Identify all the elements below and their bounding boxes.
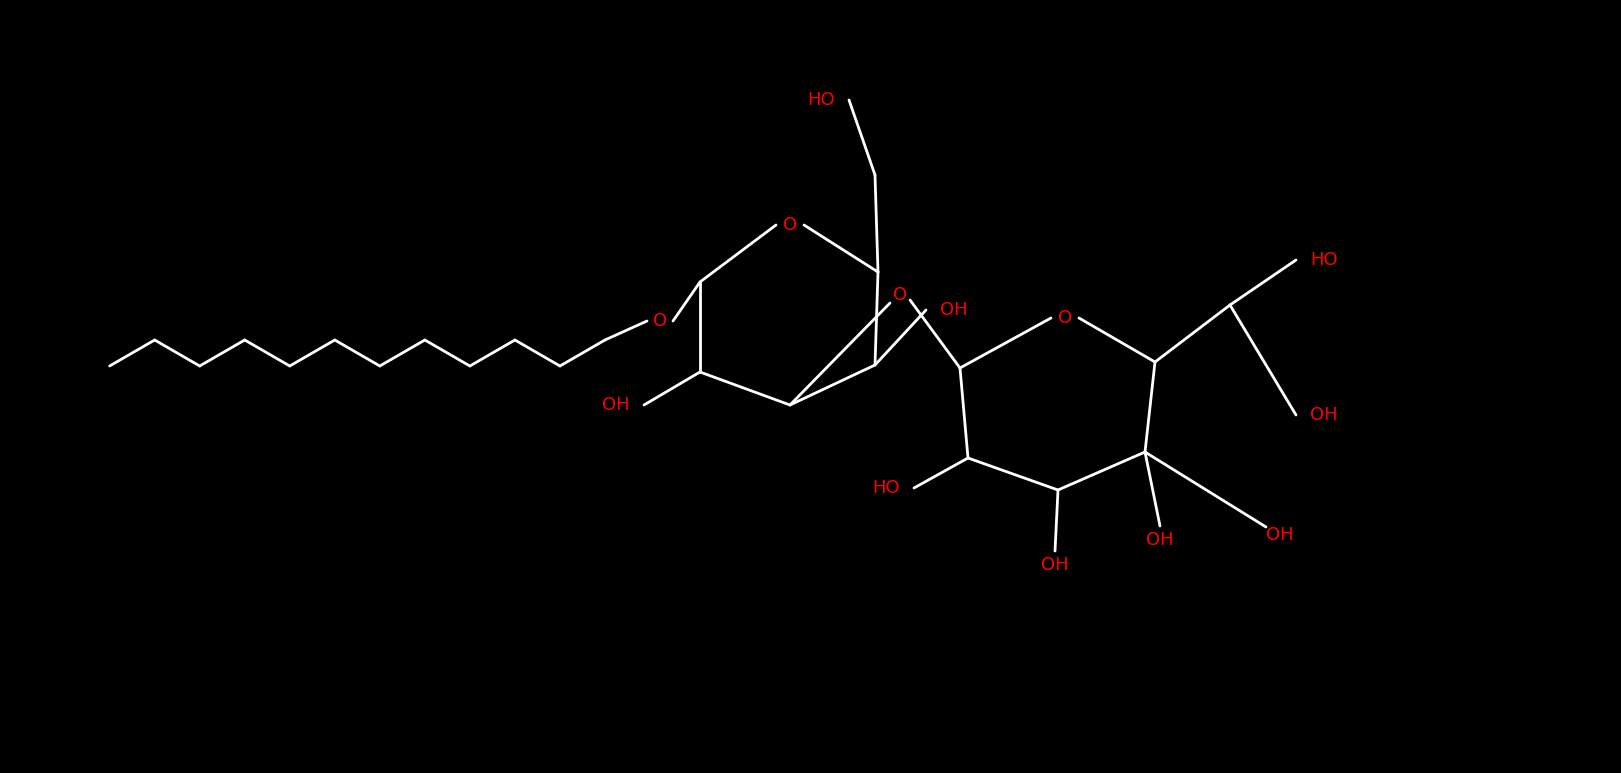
Text: OH: OH [1146, 531, 1174, 549]
Text: OH: OH [940, 301, 968, 319]
Text: O: O [1059, 309, 1071, 327]
Text: OH: OH [1041, 556, 1068, 574]
Text: OH: OH [603, 396, 631, 414]
Text: OH: OH [1310, 406, 1337, 424]
Text: O: O [783, 216, 798, 234]
Text: HO: HO [872, 479, 900, 497]
Text: O: O [893, 286, 908, 304]
Text: HO: HO [1310, 251, 1337, 269]
Text: OH: OH [1266, 526, 1294, 544]
Text: O: O [653, 312, 668, 330]
Text: HO: HO [807, 91, 835, 109]
